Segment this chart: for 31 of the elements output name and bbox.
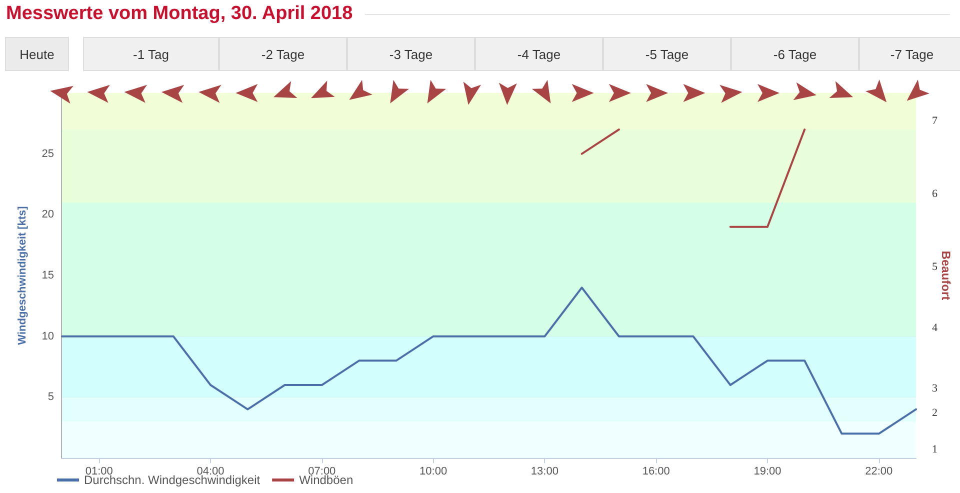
x-tick-label: 22:00 [865,466,893,478]
legend-label: Durchschn. Windgeschwindigkeit [84,473,261,487]
y-tick-label: 15 [42,270,54,282]
band-label: 5 [932,261,938,273]
x-tick-label: 19:00 [754,466,782,478]
line-series [61,286,917,435]
x-tick-label: 13:00 [530,466,558,478]
y-axis-title: Windgeschwindigkeit [kts] [16,206,28,345]
text: -7 Tage [859,37,960,71]
band-label: 1 [932,444,938,456]
band-label: 6 [932,188,938,200]
legend-label: Windböen [299,473,354,487]
text: -3 Tage [347,37,475,71]
band-label: 7 [932,115,938,127]
chart-title: Messwerte vom Montag, 30. April 2018 [6,3,365,25]
text: Heute [5,37,69,71]
x-tick-label: 16:00 [642,466,670,478]
y2-axis-title: Beaufort [939,250,953,300]
band-label: 4 [932,322,938,334]
text: -5 Tage [603,37,731,71]
band-label: 3 [932,382,938,395]
y-tick-label: 10 [42,330,54,342]
band-label: 2 [932,407,938,419]
text: -4 Tage [475,37,603,71]
text: -2 Tage [219,37,347,71]
text: -6 Tage [731,37,859,71]
text: -1 Tag [83,37,219,71]
x-tick-label: 10:00 [420,466,448,478]
y-tick-label: 25 [42,148,54,160]
y-tick-label: 20 [42,208,54,221]
y-tick-label: 5 [48,391,54,404]
